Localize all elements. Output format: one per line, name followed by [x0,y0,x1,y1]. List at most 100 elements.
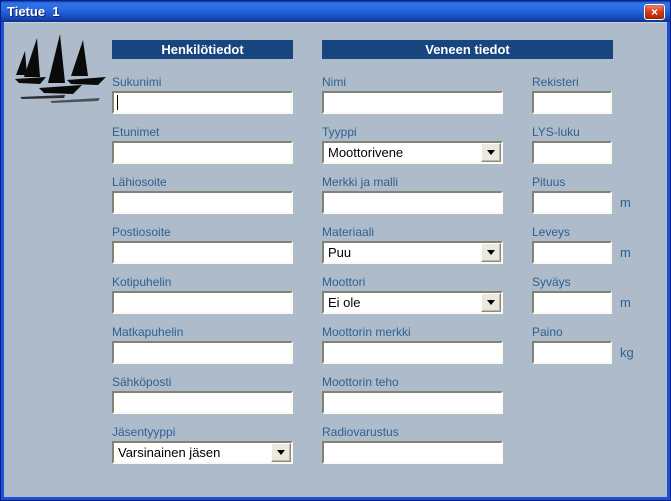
field-label: Matkapuhelin [112,325,184,339]
close-icon: × [650,4,658,19]
field-label: Merkki ja malli [322,175,399,189]
dropdown-button[interactable] [481,143,501,162]
selected-value: Ei ole [328,295,361,310]
etunimet-input[interactable] [112,141,293,164]
field-row: Moottorin teho [322,375,503,414]
unit-label: m [620,195,631,210]
field-control: m [532,241,664,264]
radiovarustus-input[interactable] [322,441,503,464]
field-label: Nimi [322,75,346,89]
field-label: Leveys [532,225,571,239]
field-label: Materiaali [322,225,375,239]
window-title: Tietue 1 [7,4,60,19]
field-row: Lähiosoite [112,175,293,214]
chevron-down-icon [277,450,285,455]
moottorin-merkki-input[interactable] [322,341,503,364]
field-row: Nimi [322,75,503,114]
field-control: m [532,191,664,214]
field-control [532,141,664,164]
title-bar[interactable]: Tietue 1 × [1,1,670,22]
field-label: Syväys [532,275,571,289]
field-control [322,91,503,114]
dropdown-button[interactable] [271,443,291,462]
field-label: Etunimet [112,125,160,139]
rekisteri-input[interactable] [532,91,612,114]
field-label: Radiovarustus [322,425,399,439]
field-control [112,241,293,264]
field-row: Moottori Ei ole [322,275,503,314]
merkki-ja-malli-input[interactable] [322,191,503,214]
unit-label: m [620,245,631,260]
field-label: Pituus [532,175,566,189]
chevron-down-icon [487,150,495,155]
field-label: Kotipuhelin [112,275,172,289]
jasentyyppi-select[interactable]: Varsinainen jäsen [112,441,293,464]
field-control [322,341,503,364]
field-control [112,341,293,364]
field-row: Merkki ja malli [322,175,503,214]
selected-value: Moottorivene [328,145,404,160]
dimensions-column: Rekisteri LYS-luku Pituus m Leveys [532,75,664,375]
field-row: Kotipuhelin [112,275,293,314]
tyyppi-select[interactable]: Moottorivene [322,141,503,164]
field-row: Postiosoite [112,225,293,264]
field-row: Paino kg [532,325,664,364]
sahkoposti-input[interactable] [112,391,293,414]
field-row: Materiaali Puu [322,225,503,264]
lahiosoite-input[interactable] [112,191,293,214]
close-button[interactable]: × [644,4,665,20]
field-label: Sähköposti [112,375,172,389]
dropdown-button[interactable] [481,293,501,312]
paino-input[interactable] [532,341,612,364]
kotipuhelin-input[interactable] [112,291,293,314]
pituus-input[interactable] [532,191,612,214]
field-control [322,191,503,214]
field-label: Rekisteri [532,75,579,89]
moottorin-teho-input[interactable] [322,391,503,414]
personal-column: Sukunimi Etunimet Lähiosoite Postiosoite [112,75,293,475]
sukunimi-input[interactable] [112,91,293,114]
field-row: LYS-luku [532,125,664,164]
postiosoite-input[interactable] [112,241,293,264]
field-label: Moottorin merkki [322,325,411,339]
field-control [532,91,664,114]
dropdown-button[interactable] [481,243,501,262]
field-label: LYS-luku [532,125,580,139]
field-label: Sukunimi [112,75,162,89]
syvays-input[interactable] [532,291,612,314]
materiaali-select[interactable]: Puu [322,241,503,264]
field-row: Etunimet [112,125,293,164]
field-label: Lähiosoite [112,175,167,189]
nimi-input[interactable] [322,91,503,114]
field-control [322,391,503,414]
leveys-input[interactable] [532,241,612,264]
chevron-down-icon [487,300,495,305]
field-row: Pituus m [532,175,664,214]
selected-value: Puu [328,245,352,260]
field-control [322,441,503,464]
field-control [112,391,293,414]
chevron-down-icon [487,250,495,255]
moottori-select[interactable]: Ei ole [322,291,503,314]
field-control: m [532,291,664,314]
unit-label: m [620,295,631,310]
field-label: Postiosoite [112,225,171,239]
field-label: Moottori [322,275,366,289]
lys-luku-input[interactable] [532,141,612,164]
field-row: Syväys m [532,275,664,314]
section-header-personal: Henkilötiedot [112,40,293,59]
field-control [112,191,293,214]
field-row: Sähköposti [112,375,293,414]
field-row: Moottorin merkki [322,325,503,364]
boat-column: Nimi Tyyppi Moottorivene Merkki ja malli… [322,75,503,475]
selected-value: Varsinainen jäsen [118,445,221,460]
field-control [112,91,293,114]
matkapuhelin-input[interactable] [112,341,293,364]
unit-label: kg [620,345,634,360]
text-caret [117,95,118,110]
field-label: Moottorin teho [322,375,399,389]
field-row: Sukunimi [112,75,293,114]
field-control [112,291,293,314]
field-row: Leveys m [532,225,664,264]
